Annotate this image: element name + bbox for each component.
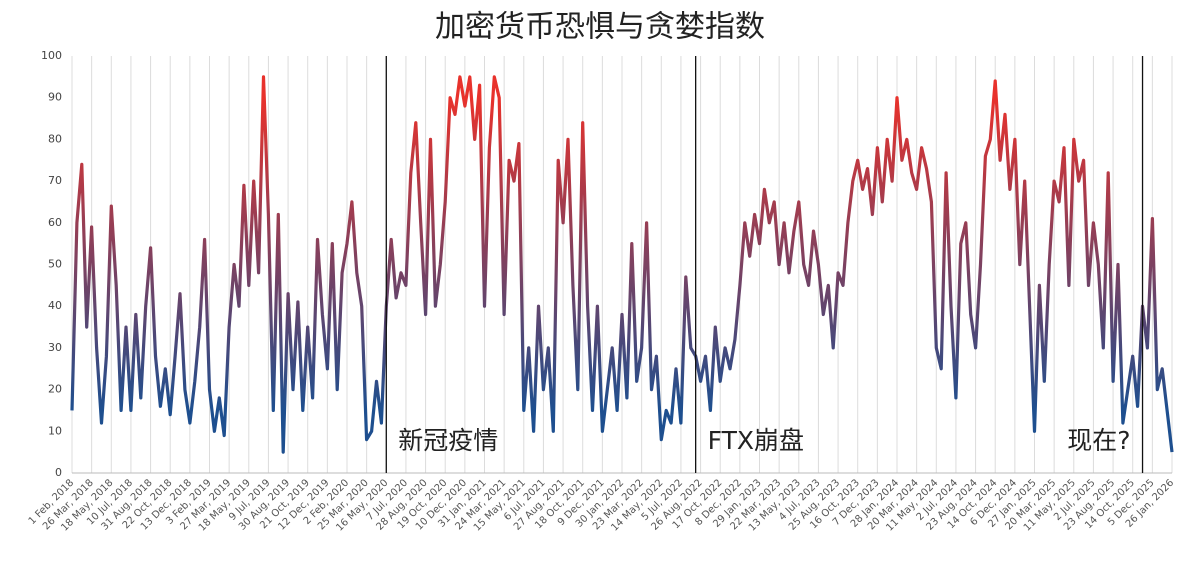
y-tick-label: 60 (48, 216, 62, 229)
event-label: 现在? (1067, 426, 1130, 455)
chart-title: 加密货币恐惧与贪婪指数 (435, 10, 765, 45)
index-line (70, 75, 1174, 454)
y-tick-label: 50 (48, 258, 62, 271)
y-tick-label: 30 (48, 341, 62, 354)
event-label: FTX崩盘 (708, 426, 804, 455)
y-tick-label: 40 (48, 299, 62, 312)
y-tick-label: 100 (41, 49, 62, 62)
y-tick-label: 20 (48, 383, 62, 396)
y-tick-label: 10 (48, 424, 62, 437)
y-tick-label: 80 (48, 132, 62, 145)
y-tick-label: 70 (48, 174, 62, 187)
y-tick-label: 90 (48, 91, 62, 104)
event-label: 新冠疫情 (398, 426, 498, 455)
y-tick-label: 0 (55, 466, 62, 479)
